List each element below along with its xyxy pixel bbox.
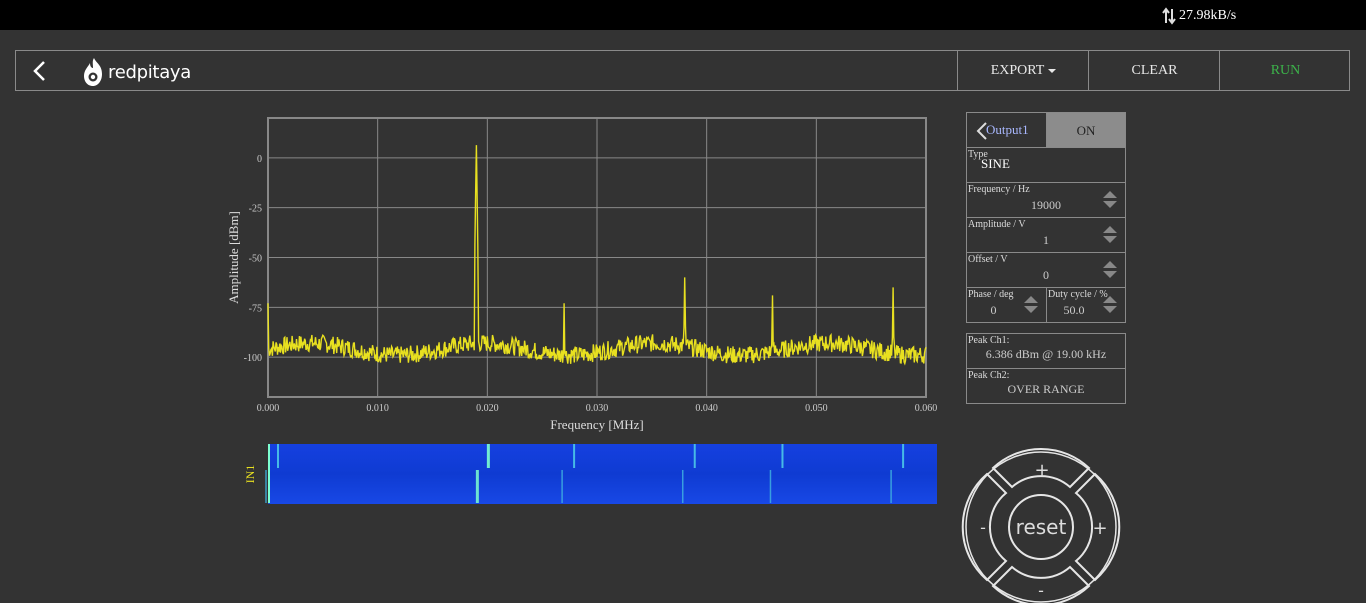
arrow-up-icon <box>1103 226 1117 233</box>
reset-button[interactable] <box>1008 494 1074 560</box>
offset-value: 0 <box>1043 268 1049 282</box>
app-header: redpitaya EXPORT CLEAR RUN <box>15 50 1350 91</box>
peak-ch2-label: Peak Ch2: <box>968 370 1010 381</box>
y-tick-label: 0 <box>257 154 262 165</box>
plot-area[interactable] <box>267 117 927 398</box>
arrow-up-icon <box>1103 261 1117 268</box>
redpitaya-logo: redpitaya <box>82 56 191 88</box>
peak-ch1-label: Peak Ch1: <box>968 335 1010 346</box>
arrow-down-icon <box>1103 201 1117 208</box>
duty-cycle-field[interactable]: Duty cycle / % 50.0 <box>1046 287 1126 323</box>
export-button[interactable]: EXPORT <box>957 51 1089 90</box>
type-select[interactable]: Type SINE <box>966 147 1126 183</box>
x-tick-label: 0.010 <box>366 403 389 414</box>
waterfall-channel-label: IN1 <box>243 465 257 484</box>
offset-label: Offset / V <box>968 254 1008 265</box>
frequency-field[interactable]: Frequency / Hz 19000 <box>966 182 1126 218</box>
pad-left-segment[interactable] <box>961 472 1008 582</box>
amplitude-stepper[interactable] <box>1103 226 1117 246</box>
arrow-up-icon <box>1103 296 1117 303</box>
flame-logo-icon <box>84 58 102 86</box>
amplitude-label: Amplitude / V <box>968 219 1026 230</box>
y-tick-label: -75 <box>249 303 262 314</box>
logo-text: redpitaya <box>108 61 192 83</box>
output-state-label: ON <box>1076 123 1096 138</box>
pad-up-segment[interactable] <box>991 447 1091 489</box>
peak-ch2-value: OVER RANGE <box>1007 382 1085 396</box>
peak-ch1-value: 6.386 dBm @ 19.00 kHz <box>985 347 1107 361</box>
duty-cycle-stepper[interactable] <box>1103 296 1117 316</box>
y-tick-label: -100 <box>244 353 262 364</box>
offset-field[interactable]: Offset / V 0 <box>966 252 1126 288</box>
frequency-value: 19000 <box>1031 198 1061 212</box>
amplitude-field[interactable]: Amplitude / V 1 <box>966 217 1126 253</box>
pad-right-segment[interactable] <box>1074 472 1121 582</box>
peak-ch1-display: Peak Ch1: 6.386 dBm @ 19.00 kHz <box>966 333 1126 369</box>
x-tick-label: 0.050 <box>805 403 828 414</box>
transfer-arrows-icon <box>1162 7 1176 25</box>
y-axis-label: Amplitude [dBm] <box>226 211 241 304</box>
chevron-left-icon <box>33 61 45 81</box>
arrow-up-icon <box>1024 296 1038 303</box>
arrow-down-icon <box>1103 306 1117 313</box>
pad-down-segment[interactable] <box>991 565 1091 603</box>
frequency-label: Frequency / Hz <box>968 184 1030 195</box>
top-bar: 27.98kB/s <box>0 0 1366 30</box>
output-select-button[interactable]: Output1 <box>966 112 1047 148</box>
phase-field[interactable]: Phase / deg 0 <box>966 287 1047 323</box>
output-name: Output1 <box>986 122 1029 137</box>
x-tick-label: 0.040 <box>695 403 718 414</box>
peak-ch2-display: Peak Ch2: OVER RANGE <box>966 368 1126 404</box>
clear-button[interactable]: CLEAR <box>1088 51 1220 90</box>
run-label: RUN <box>1270 62 1301 78</box>
duty-cycle-value: 50.0 <box>1063 303 1085 317</box>
clear-label: CLEAR <box>1131 62 1178 78</box>
x-tick-label: 0.060 <box>915 403 938 414</box>
export-label: EXPORT <box>990 62 1045 78</box>
back-button[interactable] <box>26 56 56 86</box>
phase-value: 0 <box>990 303 997 317</box>
x-axis-label: Frequency [MHz] <box>550 417 644 432</box>
arrow-down-icon <box>1103 271 1117 278</box>
waterfall-canvas <box>268 444 937 504</box>
caret-down-icon <box>1048 68 1057 73</box>
type-value: SINE <box>981 156 1010 171</box>
amplitude-value: 1 <box>1043 233 1049 247</box>
network-status: 27.98kB/s <box>1162 7 1236 25</box>
type-label: Type <box>968 149 988 160</box>
x-tick-label: 0.000 <box>257 403 280 414</box>
network-rate: 27.98kB/s <box>1179 8 1237 23</box>
duty-cycle-label: Duty cycle / % <box>1048 289 1108 300</box>
arrow-up-icon <box>1103 191 1117 198</box>
run-button[interactable]: RUN <box>1219 51 1351 90</box>
chevron-left-icon <box>976 122 987 140</box>
x-tick-label: 0.030 <box>586 403 609 414</box>
arrow-down-icon <box>1103 236 1117 243</box>
offset-stepper[interactable] <box>1103 261 1117 281</box>
frequency-stepper[interactable] <box>1103 191 1117 211</box>
phase-label: Phase / deg <box>968 289 1014 300</box>
y-tick-label: -25 <box>249 204 262 215</box>
phase-stepper[interactable] <box>1024 296 1038 316</box>
y-tick-label: -50 <box>249 254 262 265</box>
x-tick-label: 0.020 <box>476 403 499 414</box>
arrow-down-icon <box>1024 306 1038 313</box>
output-on-toggle[interactable]: ON <box>1046 112 1126 148</box>
